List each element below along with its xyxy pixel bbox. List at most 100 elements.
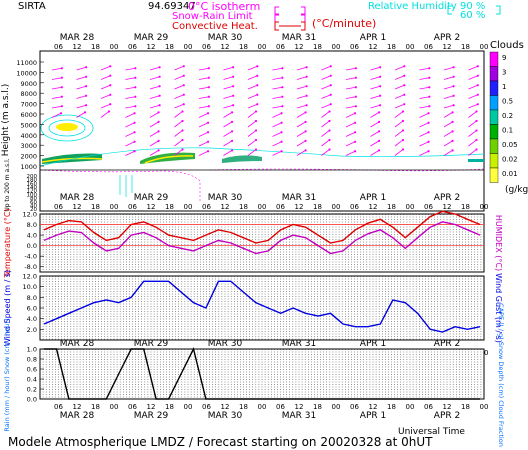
- wind-arrow: [321, 103, 331, 109]
- wind-arrow: [419, 86, 430, 90]
- hour-tick-label: 12: [369, 403, 378, 411]
- wind-arrowhead: [427, 112, 430, 115]
- wind-arrowhead: [157, 111, 160, 114]
- hour-tick-label: 06: [350, 403, 359, 411]
- y-tick-label: 0.4: [27, 376, 37, 384]
- y-tick-label: 4.0: [27, 232, 37, 240]
- wind-arrowhead: [133, 150, 136, 153]
- wind-arrowhead: [157, 130, 160, 133]
- wind-arrow: [345, 112, 356, 118]
- hour-tick-label: 18: [461, 403, 470, 411]
- wind-arrowhead: [329, 93, 332, 96]
- hour-tick-label: 18: [91, 203, 100, 211]
- wind-arrowhead: [427, 121, 430, 124]
- wind-arrowhead: [452, 66, 455, 69]
- hour-tick-label: 12: [73, 403, 82, 411]
- day-label: MAR 29: [134, 193, 169, 203]
- wind-arrowhead: [256, 65, 259, 68]
- wind-arrow: [223, 95, 234, 99]
- series-line: [43, 280, 481, 333]
- day-label: MAR 30: [208, 411, 243, 421]
- wind-arrow: [419, 96, 430, 99]
- hour-tick-label: 18: [239, 403, 248, 411]
- height-tick-label: 6000: [20, 111, 37, 119]
- hour-tick-label: 06: [54, 203, 63, 211]
- hour-tick-label: 18: [313, 403, 322, 411]
- legend-level-label: 0.5: [502, 98, 513, 106]
- wind-arrow: [174, 103, 184, 109]
- wind-arrowhead: [281, 86, 284, 89]
- temperature-panel: 12.0 8.0 4.0 0.0 -4.0 -8.0: [23, 211, 485, 272]
- snow-rain-label: Snow-Rain Limit: [172, 11, 253, 22]
- wind-arrowhead: [158, 85, 161, 88]
- wind-arrowhead: [401, 148, 405, 151]
- wind-arrowhead: [305, 66, 308, 69]
- wind-arrow: [468, 130, 477, 137]
- wind-arrowhead: [158, 94, 161, 97]
- wind-arrowhead: [329, 84, 332, 87]
- wind-arrowhead: [157, 139, 160, 142]
- rh-60-label: 60 %: [460, 10, 485, 21]
- hour-tick-label: 06: [54, 403, 63, 411]
- wind-arrowhead: [377, 149, 381, 152]
- humidity-contour: [39, 147, 485, 167]
- wind-arrow: [149, 112, 159, 118]
- wind-arrowhead: [377, 111, 381, 114]
- wind-arrowhead: [427, 131, 430, 134]
- wind-arrow: [419, 105, 430, 109]
- wind-arrow: [247, 75, 258, 80]
- wind-arrowhead: [133, 112, 136, 115]
- isotherm-line: [39, 168, 485, 201]
- wind-arrow: [272, 141, 282, 147]
- wind-arrowhead: [328, 110, 331, 113]
- wind-arrowhead: [304, 111, 307, 114]
- wind-arrow: [296, 104, 307, 109]
- wind-arrow: [76, 66, 87, 71]
- wind-arrow: [247, 111, 257, 118]
- y-tick-label: 2.0: [27, 326, 37, 334]
- wind-arrow: [100, 94, 111, 99]
- wind-arrow: [272, 67, 283, 71]
- clouds-legend: 9 3 1 0.5 0.2 0.1 0.05 0.02 0.01: [489, 51, 518, 183]
- legend-swatch: [489, 109, 499, 125]
- cloud-patch: [144, 155, 194, 164]
- wind-arrowhead: [379, 75, 382, 78]
- hour-tick-label: 12: [147, 43, 156, 51]
- height-tick-label: 20: [30, 207, 37, 213]
- height-tick-label: 4000: [20, 132, 37, 140]
- wind-arrowhead: [377, 130, 381, 133]
- wind-arrowhead: [254, 119, 258, 123]
- wind-arrow: [321, 65, 331, 71]
- wind-arrowhead: [305, 85, 308, 88]
- day-label: MAR 28: [60, 411, 95, 421]
- wind-arrow: [76, 104, 87, 109]
- hour-tick-label: 12: [443, 43, 452, 51]
- wind-arrowhead: [476, 65, 479, 68]
- wind-arrow: [394, 130, 404, 137]
- wind-arrow: [370, 104, 381, 109]
- wind-arrowhead: [60, 76, 63, 79]
- hour-tick-label: 00: [406, 203, 415, 211]
- wind-arrowhead: [305, 104, 308, 107]
- wind-arrowhead: [280, 150, 283, 153]
- wind-arrow: [345, 150, 356, 156]
- wind-arrowhead: [85, 94, 88, 97]
- wind-arrowhead: [401, 119, 405, 123]
- precip-panel: 1.0 0.8 0.6 0.4 0.2 0.0: [27, 346, 485, 404]
- legend-swatch: [489, 138, 499, 154]
- wind-arrowhead: [280, 140, 283, 143]
- wind-arrowhead: [280, 121, 283, 124]
- wind-arrow: [394, 149, 404, 156]
- wind-arrow: [345, 77, 356, 80]
- wind-arrow: [272, 96, 283, 99]
- height-tick-label: 60: [30, 200, 37, 206]
- wind-arrowhead: [403, 74, 406, 77]
- day-label: APR 1: [360, 339, 386, 349]
- legend-swatch: [489, 66, 499, 82]
- wind-arrow: [370, 131, 380, 137]
- wind-arrow: [100, 75, 111, 80]
- wind-arrow: [198, 141, 209, 147]
- legend-swatch: [489, 153, 499, 169]
